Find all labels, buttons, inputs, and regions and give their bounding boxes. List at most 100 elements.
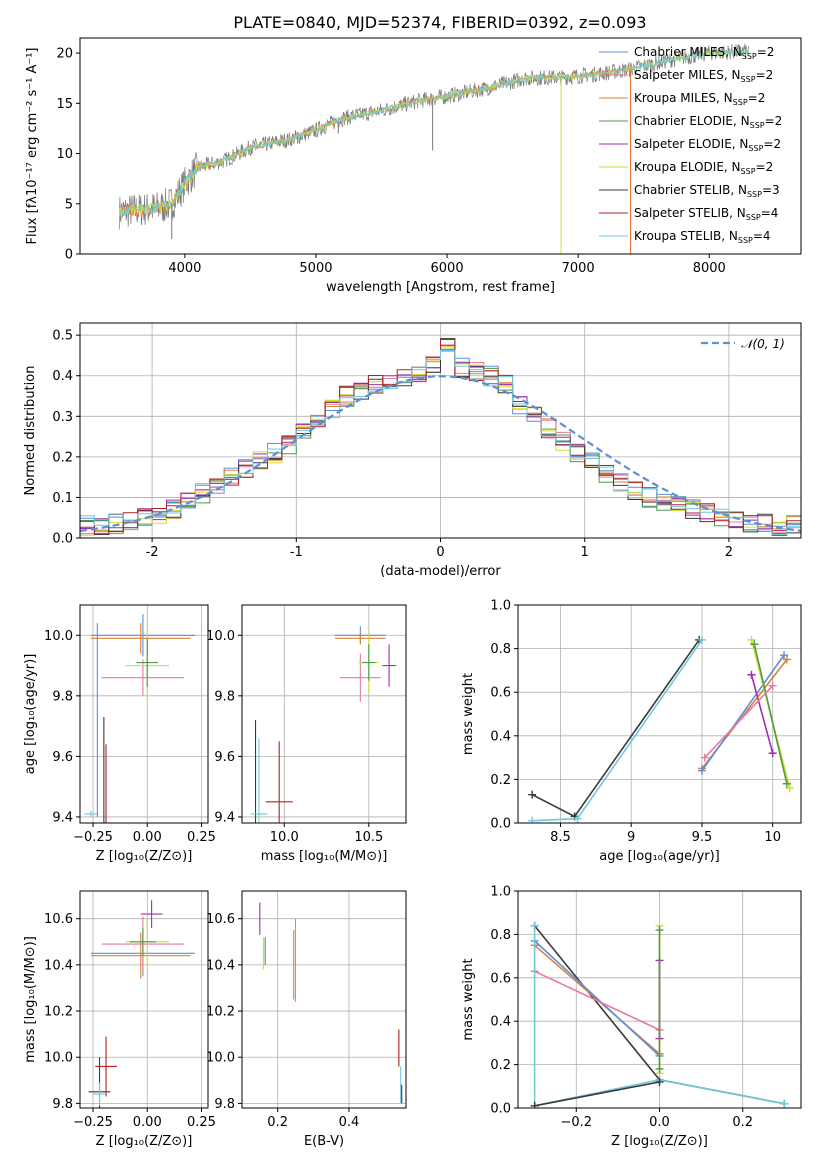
x-tick-label: 0.00 bbox=[133, 1115, 162, 1130]
y-axis-label: mass weight bbox=[461, 673, 476, 755]
x-tick-label: −0.2 bbox=[560, 1115, 592, 1130]
weight-point-marker bbox=[768, 749, 777, 758]
x-tick-label: 10 bbox=[764, 830, 781, 845]
weight-line bbox=[534, 940, 661, 1057]
y-tick-label: 10.4 bbox=[206, 958, 235, 973]
weight-point-marker bbox=[530, 1101, 539, 1108]
y-tick-label: 9.6 bbox=[52, 750, 73, 765]
legend-label: 𝒩(0, 1) bbox=[741, 337, 785, 351]
x-tick-label: -1 bbox=[290, 545, 303, 560]
weight-line bbox=[533, 925, 785, 1107]
mass_vs_ebv-panel: 0.2 0.4 9.8 10.0 10.2 10.4 10.6 E(B-V) bbox=[206, 890, 407, 1149]
mass_vs_ebv-plot-area bbox=[259, 902, 403, 1104]
y-tick-label: 15 bbox=[56, 97, 73, 112]
x-axis-label: Z [log₁₀(Z/Z⊙)] bbox=[611, 1134, 708, 1149]
y-tick-label: 0.0 bbox=[490, 817, 511, 832]
weight-line bbox=[534, 970, 660, 1031]
x-tick-label: −0.25 bbox=[73, 1115, 113, 1130]
residual_histogram-panel: -2 -1 0 1 2 0.0 0.1 0.2 0.3 0.4 0.5 (data-model)/er… bbox=[23, 322, 802, 579]
weight-point-marker bbox=[655, 1077, 664, 1086]
x-tick-label: 8000 bbox=[693, 261, 726, 276]
weight_vs_metallicity-panel: −0.2 0.0 0.2 0.0 0.2 0.4 0.6 0.8 1.0 Z [log₁₀(Z/Z… bbox=[461, 885, 802, 1149]
legend-label: Kroupa STELIB, NSSP=4 bbox=[634, 229, 771, 245]
y-tick-label: 0.8 bbox=[490, 642, 511, 657]
mass_vs_metallicity-panel: −0.25 0.00 0.25 9.8 10.0 10.2 10.4 10.6 Z [log₁₀… bbox=[23, 890, 216, 1149]
x-tick-label: 10.5 bbox=[354, 830, 383, 845]
y-tick-label: 9.8 bbox=[214, 1097, 235, 1112]
weight-point-marker bbox=[780, 1099, 789, 1108]
weight_vs_age-panel: 8.5 9 9.5 10 0.0 0.2 0.4 0.6 0.8 1.0 age [log₁₀(ag… bbox=[461, 599, 802, 864]
y-tick-label: 0 bbox=[65, 248, 73, 263]
weight-line bbox=[534, 1081, 660, 1107]
y-tick-label: 9.8 bbox=[52, 1097, 73, 1112]
y-tick-label: 0.4 bbox=[52, 369, 73, 384]
spectrum-plot-area bbox=[118, 43, 749, 254]
age_vs_metallicity-panel: −0.25 0.00 0.25 9.4 9.6 9.8 10.0 Z [log₁₀(Z/Z⊙)… bbox=[23, 604, 216, 864]
legend-label: Salpeter STELIB, NSSP=4 bbox=[634, 206, 778, 222]
x-tick-label: −0.25 bbox=[73, 830, 113, 845]
y-tick-label: 9.8 bbox=[52, 689, 73, 704]
weight_vs_age-plot-area bbox=[528, 635, 794, 823]
x-axis-label: Z [log₁₀(Z/Z⊙)] bbox=[96, 1134, 193, 1149]
weight-point-marker bbox=[655, 926, 664, 935]
axes-frame bbox=[241, 890, 407, 1109]
x-tick-label: 9.5 bbox=[692, 830, 713, 845]
y-axis-label: mass weight bbox=[461, 958, 476, 1040]
x-tick-label: 10.0 bbox=[270, 830, 299, 845]
weight-point-marker bbox=[782, 779, 791, 788]
y-tick-label: 0.1 bbox=[52, 491, 73, 506]
weight-line bbox=[704, 685, 774, 759]
weight-point-marker bbox=[573, 814, 582, 823]
legend-label: Kroupa ELODIE, NSSP=2 bbox=[634, 160, 773, 176]
x-tick-label: 0.2 bbox=[732, 1115, 753, 1130]
spectrum-legend: Chabrier MILES, NSSP=2 Salpeter MILES, NS… bbox=[599, 45, 782, 245]
weight-point-marker bbox=[750, 640, 759, 649]
weight-point-marker bbox=[782, 655, 791, 664]
weight-point-marker bbox=[747, 635, 756, 644]
weight-line bbox=[750, 674, 774, 754]
weight-point-marker bbox=[530, 921, 539, 930]
y-axis-label: age [log₁₀(age/yr)] bbox=[23, 654, 38, 775]
weight-point-marker bbox=[780, 651, 789, 660]
weight-point-marker bbox=[700, 753, 709, 762]
y-tick-label: 0.4 bbox=[490, 729, 511, 744]
x-tick-label: 8.5 bbox=[550, 830, 571, 845]
legend-label: Chabrier STELIB, NSSP=3 bbox=[634, 183, 780, 199]
y-tick-label: 10.2 bbox=[44, 1005, 73, 1020]
weight-point-marker bbox=[655, 1064, 664, 1073]
y-tick-label: 1.0 bbox=[490, 599, 511, 614]
x-tick-label: 0.00 bbox=[133, 830, 162, 845]
weight-line bbox=[701, 654, 785, 772]
y-tick-label: 10.6 bbox=[206, 912, 235, 927]
y-tick-label: 10 bbox=[56, 147, 73, 162]
axes-frame bbox=[79, 37, 802, 255]
weight-point-marker bbox=[697, 635, 706, 644]
axes-frame bbox=[241, 604, 407, 824]
spectrum-line-kroupa-stelib bbox=[118, 47, 749, 217]
y-tick-label: 0.6 bbox=[490, 686, 511, 701]
y-tick-label: 0.6 bbox=[490, 971, 511, 986]
y-tick-label: 20 bbox=[56, 47, 73, 62]
y-axis-label: Flux [fλ10⁻¹⁷ erg cm⁻² s⁻¹ A⁻¹] bbox=[25, 48, 40, 245]
figure-title: PLATE=0840, MJD=52374, FIBERID=0392, z=0… bbox=[233, 13, 646, 32]
x-tick-label: 1 bbox=[581, 545, 589, 560]
y-tick-label: 9.4 bbox=[52, 810, 73, 825]
x-axis-label: age [log₁₀(age/yr)] bbox=[599, 849, 720, 864]
y-tick-label: 1.0 bbox=[490, 885, 511, 900]
weight_vs_metallicity-plot-area bbox=[530, 921, 789, 1108]
y-tick-label: 0.8 bbox=[490, 928, 511, 943]
y-tick-label: 0.2 bbox=[490, 773, 511, 788]
y-tick-label: 10.4 bbox=[44, 958, 73, 973]
weight-point-marker bbox=[785, 784, 794, 793]
mass_vs_metallicity-plot-area bbox=[88, 900, 195, 1108]
weight-point-marker bbox=[768, 681, 777, 690]
x-tick-label: 0.25 bbox=[187, 1115, 216, 1130]
age_vs_mass-panel: 10.0 10.5 9.4 9.6 9.8 10.0 mass [log₁₀(M/M⊙)] bbox=[206, 604, 407, 864]
age_vs_metallicity-plot-area bbox=[84, 614, 195, 823]
weight-point-marker bbox=[697, 766, 706, 775]
y-tick-label: 10.0 bbox=[206, 1051, 235, 1066]
x-axis-label: mass [log₁₀(M/M⊙)] bbox=[261, 849, 388, 864]
age_vs_mass-plot-area bbox=[250, 626, 396, 823]
residual_histogram-plot-area bbox=[80, 338, 801, 536]
